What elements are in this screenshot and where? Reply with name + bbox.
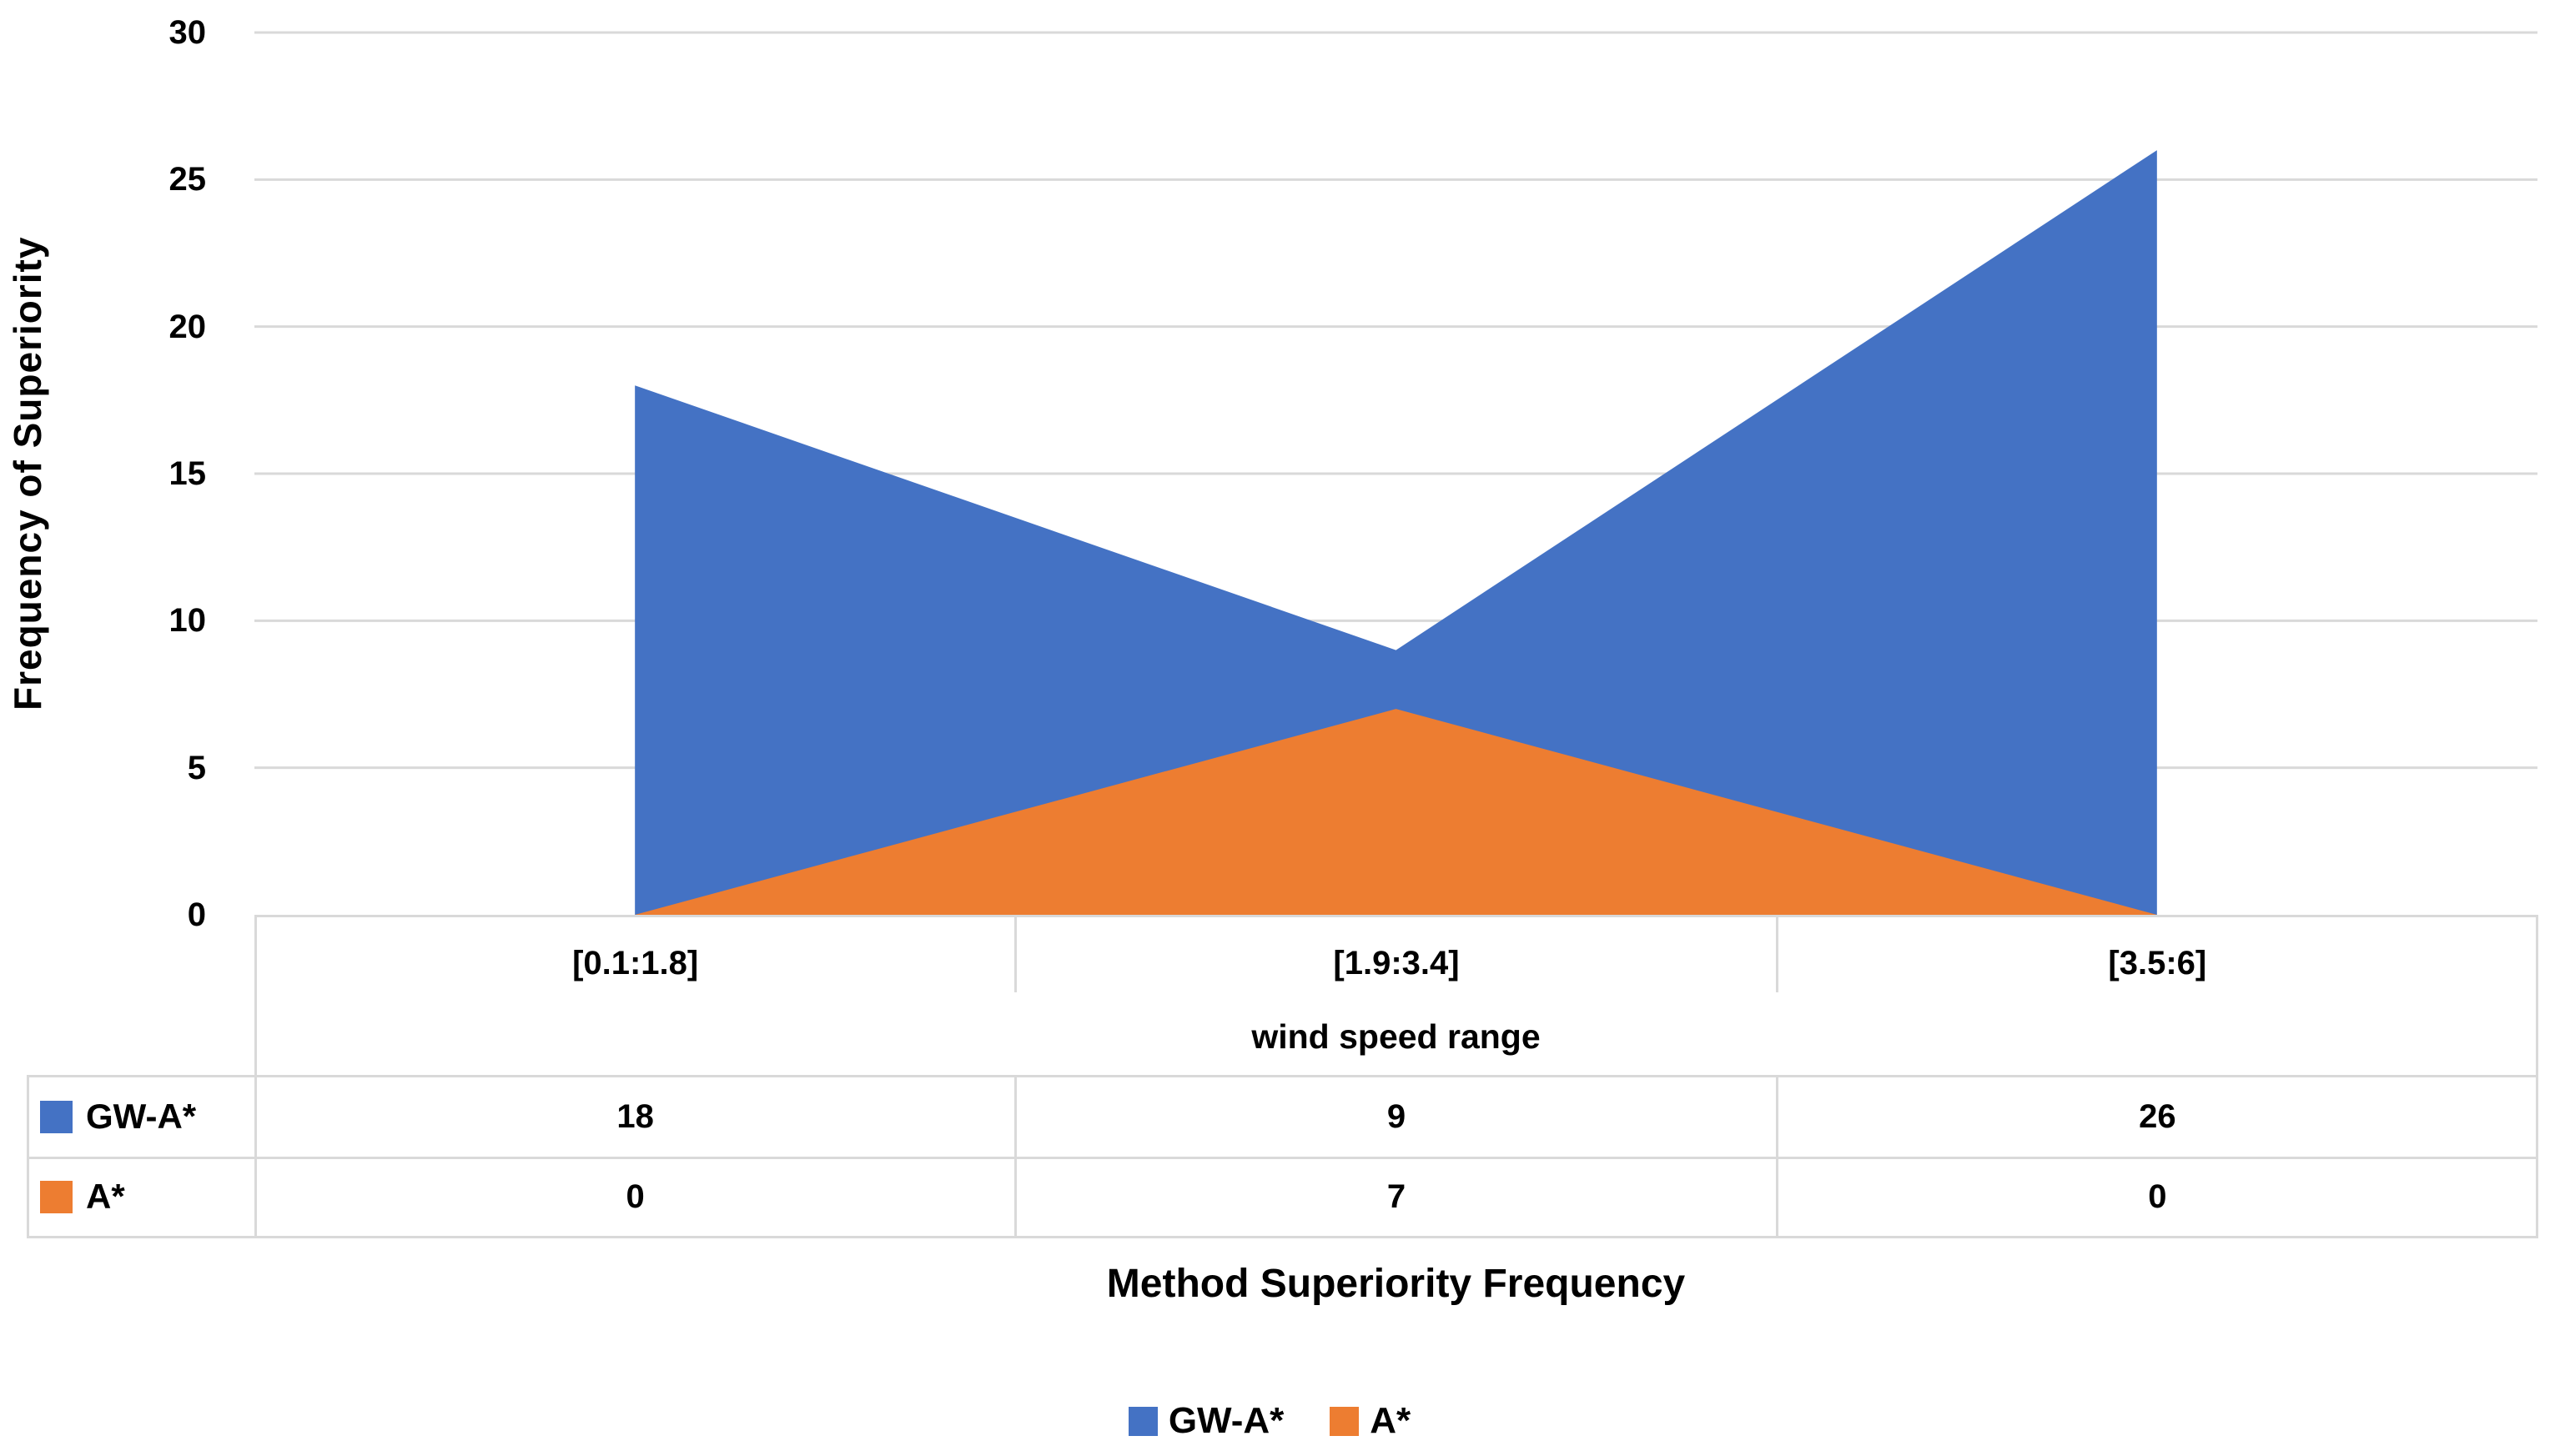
chart-title: Method Superiority Frequency: [1106, 1262, 1686, 1306]
x-category-label: [3.5:6]: [2108, 945, 2207, 982]
y-tick-label: 15: [168, 455, 207, 492]
table-border-plotleft: [254, 915, 257, 1238]
table-row-header: GW-A*: [40, 1099, 196, 1134]
table-column-separator: [1776, 1075, 1778, 1238]
x-axis-title: wind speed range: [1251, 1017, 1541, 1056]
table-border-right: [2536, 915, 2538, 1238]
y-tick-label: 0: [187, 896, 206, 933]
category-separator: [1014, 917, 1017, 992]
legend-swatch: [1330, 1406, 1360, 1436]
y-tick-label: 30: [168, 14, 207, 51]
plot-area: [254, 31, 2537, 916]
table-value-cell: 26: [2139, 1098, 2176, 1135]
table-value-cell: 18: [616, 1098, 654, 1135]
table-value-cell: 7: [1386, 1178, 1406, 1215]
legend-label: A*: [1370, 1400, 1411, 1441]
y-tick-label: 20: [168, 308, 207, 345]
legend-item: GW-A*: [1128, 1400, 1285, 1441]
table-border-left: [27, 1075, 29, 1238]
legend-key-swatch: [40, 1100, 73, 1133]
y-tick-label: 5: [187, 749, 206, 786]
table-border-bottom: [27, 1236, 2538, 1238]
y-tick-label: 25: [168, 161, 207, 198]
area-series-a-: [635, 709, 2157, 915]
table-border-row1: [27, 1075, 2538, 1077]
legend-key-swatch: [40, 1180, 73, 1213]
x-category-label: [0.1:1.8]: [572, 945, 699, 982]
series-name: A*: [86, 1177, 125, 1216]
table-value-cell: 0: [2148, 1178, 2167, 1215]
table-column-separator: [1014, 1075, 1017, 1238]
category-separator: [1776, 917, 1778, 992]
chart-legend: GW-A* A*: [0, 1401, 2539, 1441]
series-name: GW-A*: [86, 1097, 197, 1136]
area-series-gw-a-: [635, 150, 2157, 916]
x-category-label: [1.9:3.4]: [1333, 945, 1460, 982]
table-border-row2: [27, 1157, 2538, 1159]
legend-item: A*: [1330, 1403, 1411, 1439]
y-axis-title: Frequency of Superiority: [6, 236, 49, 711]
table-value-cell: 0: [626, 1178, 645, 1215]
table-value-cell: 9: [1386, 1098, 1406, 1135]
table-border-top: [254, 915, 2537, 917]
legend-swatch: [1128, 1406, 1158, 1436]
table-row-header: A*: [40, 1179, 125, 1214]
legend-label: GW-A*: [1168, 1400, 1285, 1441]
y-tick-label: 10: [168, 602, 207, 640]
